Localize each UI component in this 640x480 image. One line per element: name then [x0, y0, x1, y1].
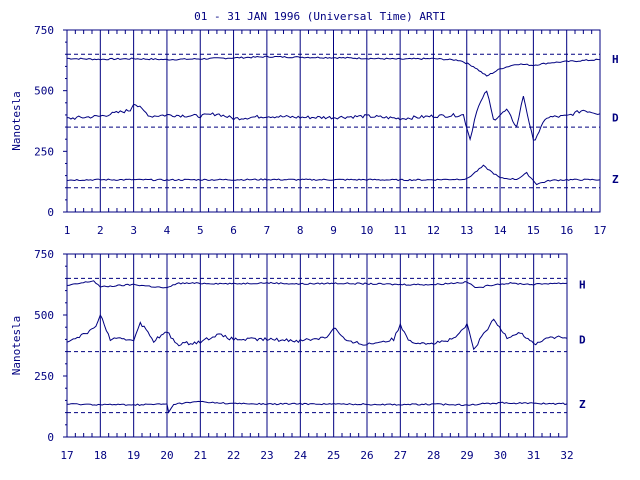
y-tick-label: 750 [34, 248, 54, 261]
series-line-z [66, 164, 601, 186]
x-tick-label: 5 [197, 224, 204, 237]
x-tick-label: 13 [460, 224, 473, 237]
x-tick-label: 19 [127, 449, 140, 462]
x-tick-label: 32 [560, 449, 573, 462]
series-line-h [67, 280, 568, 289]
plot-frame [66, 253, 568, 438]
x-tick-label: 29 [460, 449, 473, 462]
y-tick-label: 0 [47, 206, 54, 219]
x-tick-label: 30 [494, 449, 507, 462]
x-tick-label: 6 [230, 224, 237, 237]
series-line-d [66, 313, 568, 351]
x-tick-label: 27 [394, 449, 407, 462]
x-tick-label: 12 [427, 224, 440, 237]
x-tick-label: 16 [560, 224, 573, 237]
series-label-d: D [579, 333, 586, 346]
series-label-z: Z [579, 398, 586, 411]
x-tick-label: 14 [493, 224, 507, 237]
x-tick-label: 2 [97, 224, 104, 237]
x-tick-label: 15 [527, 224, 540, 237]
x-tick-label: 24 [294, 449, 308, 462]
y-axis-label: Nanotesla [10, 316, 23, 376]
x-tick-label: 17 [593, 224, 606, 237]
y-tick-label: 0 [47, 431, 54, 444]
y-tick-label: 250 [34, 145, 54, 158]
series-line-z [66, 400, 568, 414]
x-tick-label: 4 [164, 224, 171, 237]
series-label-d: D [612, 111, 619, 124]
series-label-z: Z [612, 173, 619, 186]
x-tick-label: 8 [297, 224, 304, 237]
x-tick-label: 31 [527, 449, 540, 462]
chart-title: 01 - 31 JAN 1996 (Universal Time) ARTI [194, 10, 446, 23]
series-label-h: H [579, 279, 586, 292]
x-tick-label: 3 [130, 224, 137, 237]
x-tick-label: 28 [427, 449, 440, 462]
x-tick-label: 1 [64, 224, 71, 237]
x-tick-label: 22 [227, 449, 240, 462]
bottom-panel: 17 18 19 20 21 22 23 24 25 26 27 28 29 30 31 32 0 250 500 7… [10, 248, 586, 462]
series-line-d [66, 90, 601, 142]
x-tick-label: 17 [60, 449, 73, 462]
x-tick-label: 23 [260, 449, 273, 462]
y-tick-label: 750 [34, 24, 54, 37]
series-line-h [67, 55, 601, 77]
top-panel: 1 2 3 4 5 6 7 8 9 10 11 12 13 14 15 16 170250500750Nanot… [10, 24, 619, 237]
x-tick-label: 9 [330, 224, 337, 237]
x-tick-label: 26 [360, 449, 373, 462]
x-tick-label: 7 [264, 224, 271, 237]
x-tick-label: 25 [327, 449, 340, 462]
x-tick-label: 11 [394, 224, 407, 237]
y-tick-label: 500 [34, 85, 54, 98]
series-label-h: H [612, 53, 619, 66]
x-tick-label: 21 [194, 449, 207, 462]
x-tick-label: 20 [160, 449, 173, 462]
x-tick-label: 18 [94, 449, 107, 462]
y-tick-label: 250 [34, 370, 54, 383]
y-axis-label: Nanotesla [10, 91, 23, 151]
y-tick-label: 500 [34, 309, 54, 322]
x-tick-label: 10 [360, 224, 373, 237]
